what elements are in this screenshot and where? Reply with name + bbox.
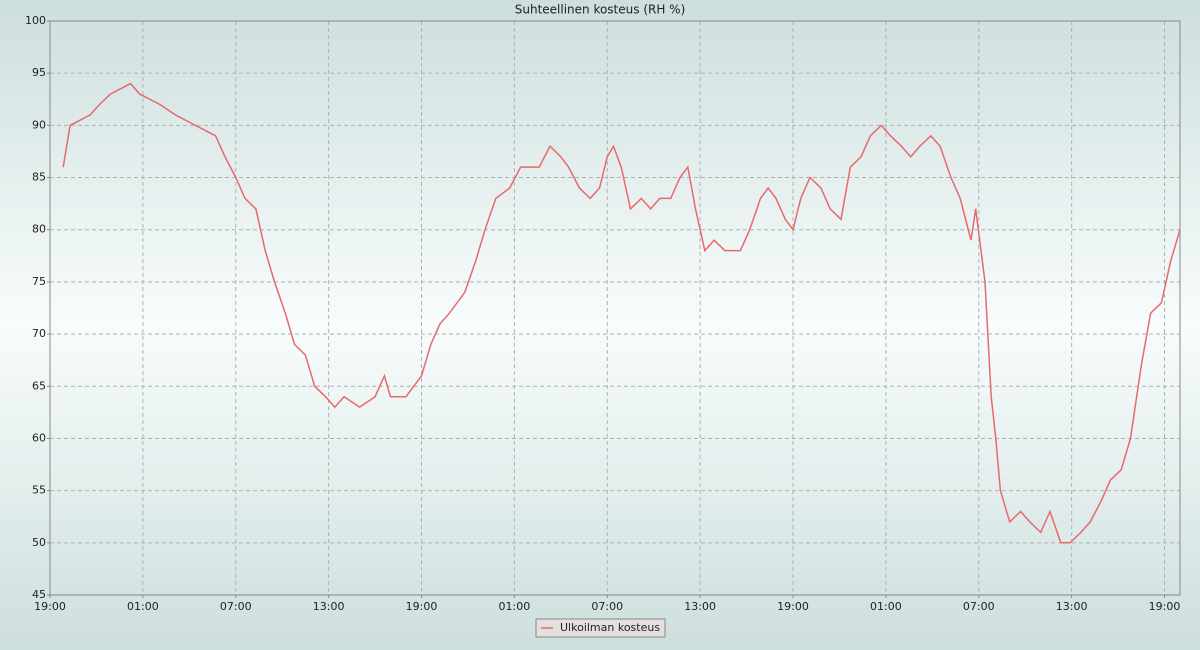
y-tick-label: 45	[32, 588, 46, 601]
y-tick-label: 70	[32, 327, 46, 340]
y-tick-label: 100	[25, 14, 46, 27]
x-tick-label: 01:00	[870, 600, 902, 613]
legend-label: Ulkoilman kosteus	[560, 621, 660, 634]
x-tick-label: 19:00	[1149, 600, 1181, 613]
y-tick-label: 85	[32, 171, 46, 184]
data-line	[62, 82, 1181, 544]
x-tick-label: 19:00	[34, 600, 66, 613]
y-tick-label: 95	[32, 66, 46, 79]
x-tick-label: 07:00	[963, 600, 995, 613]
x-tick-label: 07:00	[220, 600, 252, 613]
x-tick-label: 19:00	[777, 600, 809, 613]
y-tick-label: 75	[32, 275, 46, 288]
legend[interactable]: Ulkoilman kosteus	[535, 618, 666, 638]
grid	[49, 20, 1180, 596]
y-tick-label: 60	[32, 431, 46, 444]
y-tick-label: 65	[32, 379, 46, 392]
x-tick-label: 19:00	[406, 600, 438, 613]
y-tick-label: 55	[32, 484, 46, 497]
y-tick-label: 80	[32, 223, 46, 236]
x-tick-label: 01:00	[499, 600, 531, 613]
x-tick-label: 13:00	[1056, 600, 1088, 613]
x-tick-label: 13:00	[684, 600, 716, 613]
legend-box	[535, 618, 666, 638]
y-tick-label: 50	[32, 536, 46, 549]
x-tick-label: 01:00	[127, 600, 159, 613]
x-tick-label: 07:00	[591, 600, 623, 613]
y-tick-label: 90	[32, 118, 46, 131]
x-tick-label: 13:00	[313, 600, 345, 613]
plot-frame	[49, 20, 1181, 596]
chart-title: Suhteellinen kosteus (RH %)	[515, 3, 686, 17]
